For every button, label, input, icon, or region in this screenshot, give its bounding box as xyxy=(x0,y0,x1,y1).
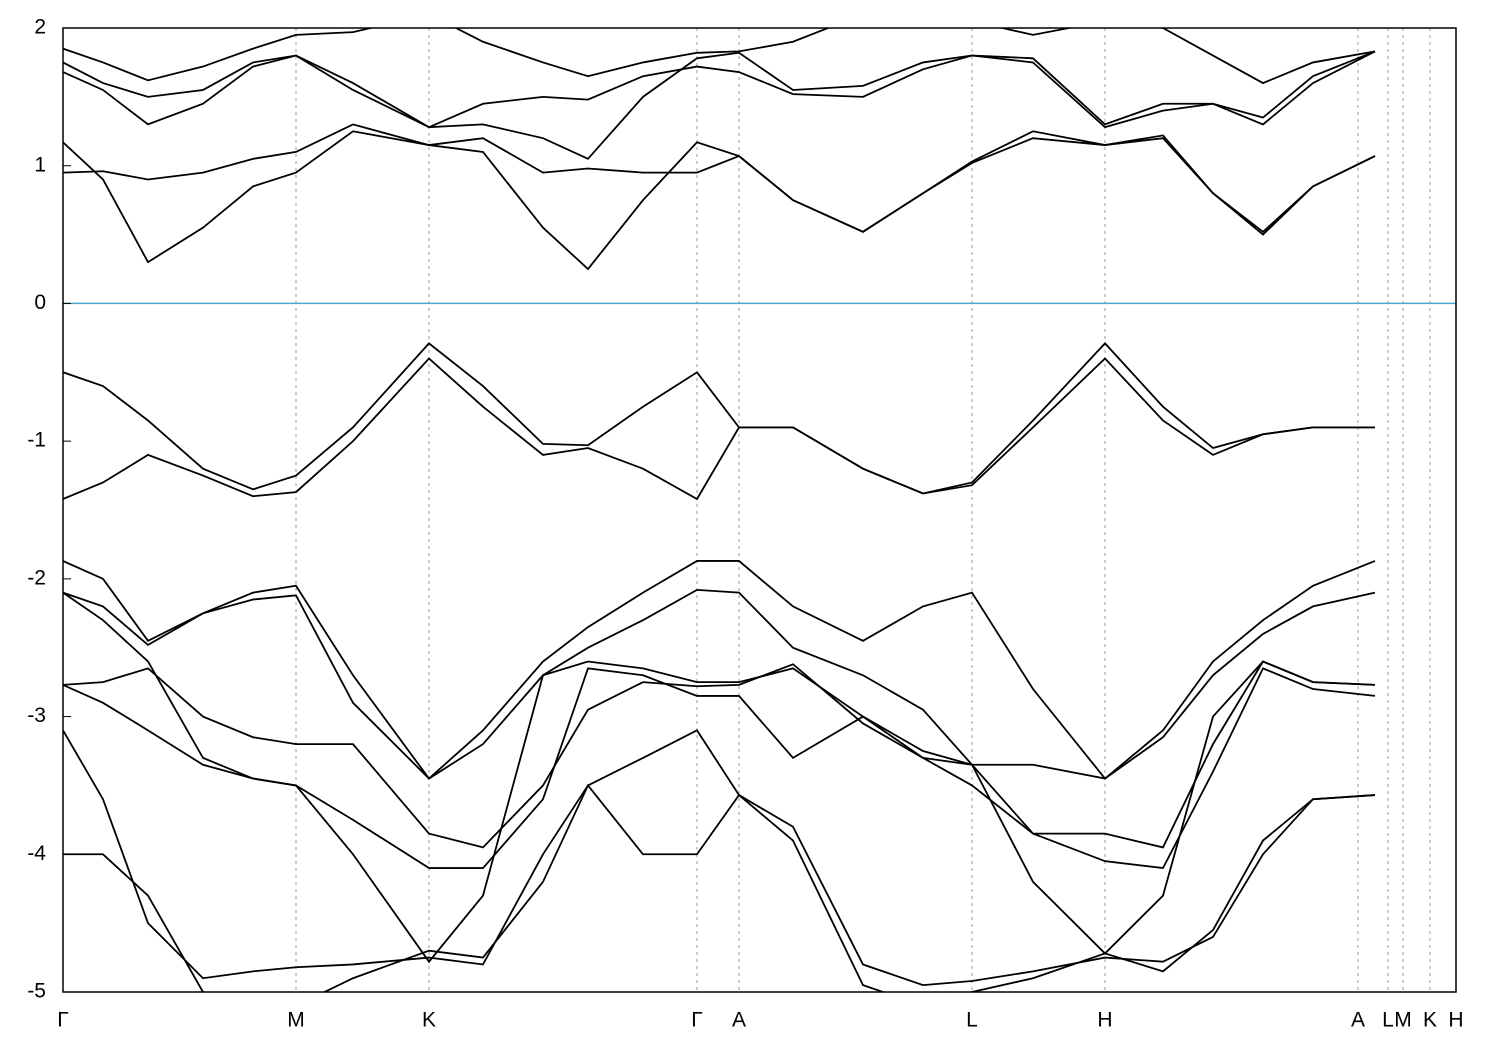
band xyxy=(63,50,1376,160)
band xyxy=(63,560,1376,780)
x-tick-label: H xyxy=(1097,1009,1112,1032)
band xyxy=(63,591,1376,964)
band xyxy=(63,123,1376,233)
y-tick-label: 1 xyxy=(34,153,46,176)
y-tick-label: -5 xyxy=(27,980,46,1003)
band xyxy=(63,783,1376,992)
bands xyxy=(63,28,1456,992)
band xyxy=(63,588,1376,780)
x-tick-label: A xyxy=(1351,1009,1365,1032)
band xyxy=(63,130,1376,271)
x-tick-label: K xyxy=(1423,1009,1437,1032)
y-tick-label: -4 xyxy=(27,842,46,865)
x-tick-label: M xyxy=(1394,1009,1412,1032)
band xyxy=(63,28,1376,85)
band xyxy=(63,660,1376,849)
band xyxy=(63,342,1375,495)
x-tick-label: K xyxy=(422,1009,436,1032)
x-tick-label: L xyxy=(966,1009,978,1032)
x-tick-label: L xyxy=(1382,1009,1394,1032)
x-tick-label: Γ xyxy=(57,1009,69,1032)
frame xyxy=(62,27,1457,993)
y-tick-label: -2 xyxy=(27,566,46,589)
y-tick-label: -1 xyxy=(27,429,46,452)
x-tick-label: A xyxy=(732,1009,746,1032)
y-tick-label: 0 xyxy=(34,291,46,314)
x-tick-label: H xyxy=(1448,1009,1463,1032)
x-tick-label: M xyxy=(287,1009,305,1032)
y-tick-label: 2 xyxy=(34,16,46,39)
band xyxy=(63,729,1376,987)
x-tick-label: Γ xyxy=(691,1009,703,1032)
band xyxy=(63,50,1376,129)
y-tick-label: -3 xyxy=(27,704,46,727)
band xyxy=(63,357,1375,501)
